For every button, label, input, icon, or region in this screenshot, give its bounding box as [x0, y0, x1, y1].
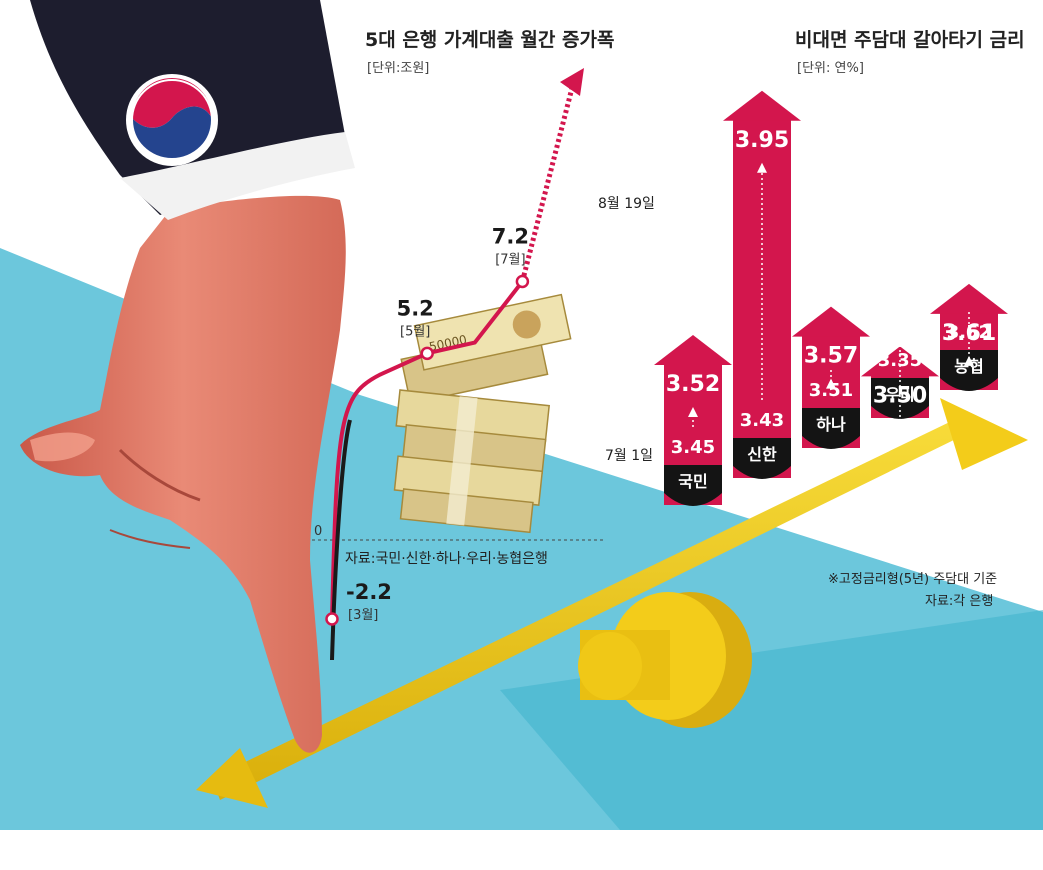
bank-label-cap: [733, 438, 791, 479]
rate-bar-arrowhead: [723, 90, 801, 121]
rate-bar-arrowhead: [930, 283, 1008, 314]
rate-value-start: 3.43: [740, 410, 784, 431]
line-point-month: [7월]: [495, 253, 525, 268]
seesaw-icon: [196, 398, 1028, 808]
rate-change-arrow: [688, 407, 698, 418]
bank-label: 우리: [885, 385, 914, 404]
refinancing-rate-chart: 비대면 주담대 갈아타기 금리 [단위: 연%] 8월 19일 7월 1일 ※고…: [598, 29, 1025, 609]
line-point: [325, 612, 339, 626]
line-chart-unit: [단위:조원]: [367, 61, 429, 76]
zero-label: 0: [314, 524, 322, 539]
end-date-label: 8월 19일: [598, 196, 655, 212]
bar-chart-source: 자료:각 은행: [925, 593, 993, 609]
bar-chart-title: 비대면 주담대 갈아타기 금리: [795, 29, 1025, 51]
bank-label: 신한: [747, 445, 777, 464]
rate-value-end: 3.52: [666, 372, 720, 397]
line-point-month: [3월]: [348, 608, 378, 623]
bar-chart-unit: [단위: 연%]: [797, 61, 864, 76]
rate-value-start: 3.51: [809, 380, 853, 401]
line-chart-source: 자료:국민·신한·하나·우리·농협은행: [345, 551, 548, 567]
bank-label-cap: [664, 465, 722, 506]
rate-change-arrow: [826, 378, 836, 389]
line-point: [420, 346, 434, 361]
loan-growth-line: [330, 280, 524, 620]
rate-value-end: 3.95: [735, 128, 789, 153]
government-emblem-icon: [126, 74, 218, 166]
line-point-value: 7.2: [492, 225, 529, 249]
bank-label: 농협: [954, 357, 983, 376]
loan-growth-chart: 5대 은행 가계대출 월간 증가폭 [단위:조원] 0 자료:국민·신한·하나·…: [312, 29, 614, 661]
line-point: [515, 274, 530, 289]
trend-arrow-shaft: [519, 87, 575, 283]
line-point-value: -2.2: [346, 580, 392, 604]
rate-change-arrow: [895, 418, 905, 429]
rate-change-arrow: [964, 355, 974, 366]
bank-label-cap: [802, 408, 860, 449]
bank-label-cap: [940, 350, 998, 391]
bank-label: 하나: [816, 415, 846, 434]
line-chart-title: 5대 은행 가계대출 월간 증가폭: [365, 29, 614, 51]
cash-stack-icon: 50000: [393, 293, 572, 534]
trend-arrow-head: [560, 68, 584, 96]
rate-change-arrow: [757, 162, 767, 173]
bar-chart-note: ※고정금리형(5년) 주담대 기준: [828, 572, 997, 587]
bank-label-cap: [871, 378, 929, 419]
line-point-month: [5월]: [400, 324, 430, 339]
line-point-value: 5.2: [397, 296, 434, 320]
rate-bar-arrowhead: [792, 306, 870, 337]
rate-value-start: 3.45: [671, 437, 715, 458]
rate-value-end: 3.57: [804, 344, 858, 369]
start-date-label: 7월 1일: [605, 448, 653, 464]
background-dark-cyan-area: [500, 610, 1043, 830]
bank-label: 국민: [678, 472, 707, 491]
rate-bar-arrowhead: [654, 335, 732, 366]
